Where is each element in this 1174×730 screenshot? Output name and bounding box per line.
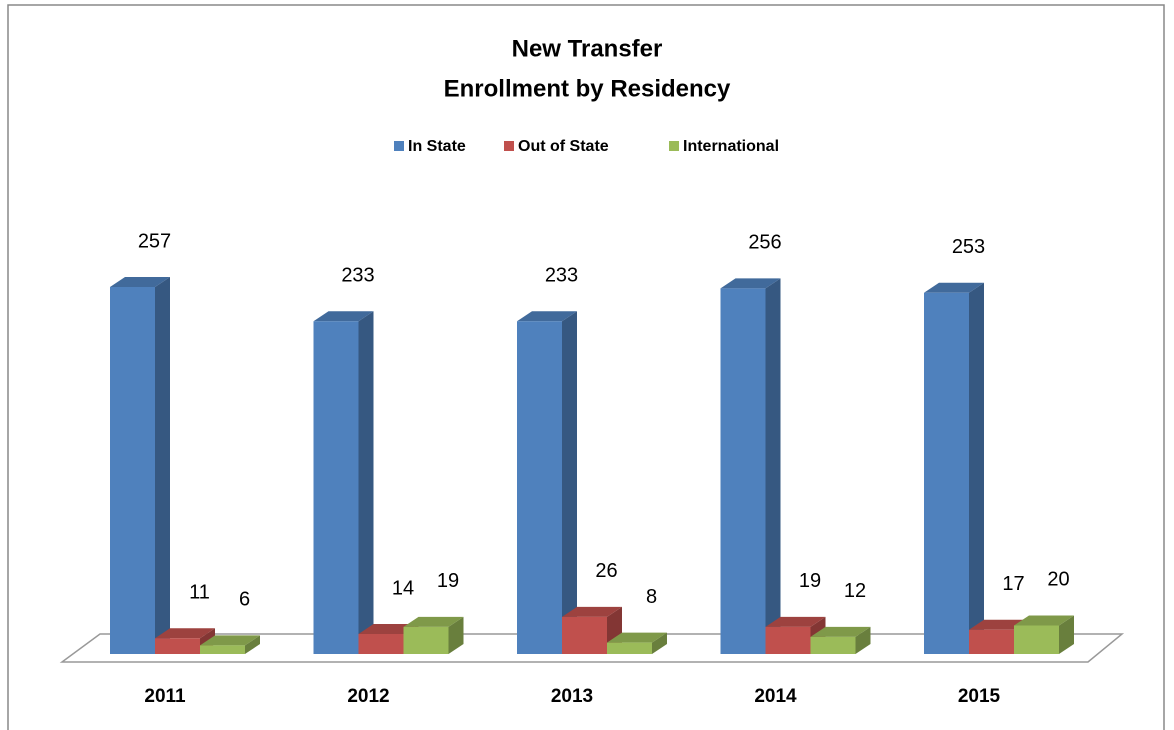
bar-face <box>245 635 260 654</box>
data-label: 233 <box>341 265 374 287</box>
bar <box>720 278 781 654</box>
x-tick-label: 2013 <box>551 686 593 707</box>
bar-face <box>313 321 359 654</box>
bar <box>403 616 464 654</box>
bar-face <box>810 636 856 654</box>
legend-label: International <box>683 138 779 155</box>
bar-face <box>969 282 984 654</box>
bar <box>607 632 667 654</box>
bar-face <box>1014 615 1074 626</box>
legend-swatch <box>504 141 514 151</box>
data-label: 11 <box>189 582 210 604</box>
bar-face <box>110 287 155 654</box>
data-label: 19 <box>437 570 459 592</box>
data-label: 26 <box>595 560 617 582</box>
data-label: 233 <box>545 265 578 287</box>
bar-face <box>517 311 577 322</box>
x-tick-label: 2015 <box>958 686 1001 707</box>
bar-face <box>607 632 667 643</box>
data-label: 257 <box>138 230 171 252</box>
data-label: 8 <box>646 586 657 608</box>
x-tick-label: 2012 <box>347 686 389 707</box>
chart-title: New Transfer <box>512 35 663 62</box>
legend-label: In State <box>408 138 466 155</box>
data-label: 256 <box>748 232 781 254</box>
bar-face <box>200 645 245 654</box>
bar-face <box>720 278 781 289</box>
bar-face <box>562 616 607 654</box>
bar <box>110 277 170 654</box>
bar-face <box>562 606 622 617</box>
bar-face <box>607 642 652 654</box>
data-label: 19 <box>799 570 821 592</box>
bar <box>810 626 871 654</box>
bar-face <box>855 626 871 654</box>
x-tick-label: 2011 <box>144 686 186 707</box>
bar-face <box>765 626 811 654</box>
bar-face <box>765 616 826 627</box>
data-label: 17 <box>1002 573 1024 595</box>
bar-face <box>765 278 781 654</box>
bar-face <box>810 626 871 637</box>
bar-face <box>1014 625 1059 654</box>
bar-face <box>110 277 170 287</box>
data-label: 14 <box>392 577 414 599</box>
legend-swatch <box>669 141 679 151</box>
bar <box>924 282 984 654</box>
chart-title: Enrollment by Residency <box>444 75 731 102</box>
bar-face <box>358 311 374 654</box>
x-tick-label: 2014 <box>754 686 797 707</box>
bar-face <box>517 321 562 654</box>
data-label: 12 <box>844 580 866 602</box>
bar-face <box>155 628 215 639</box>
bar-face <box>155 638 200 654</box>
bar-face <box>313 311 374 322</box>
bar <box>200 635 260 654</box>
chart-border <box>7 4 1165 730</box>
bar-face <box>924 292 969 654</box>
bar-face <box>200 635 260 646</box>
data-label: 20 <box>1047 569 1069 591</box>
data-label: 253 <box>952 236 985 258</box>
bar-face <box>155 277 170 654</box>
bar-face <box>448 616 464 654</box>
bar-face <box>403 626 449 654</box>
bar-face <box>403 616 464 627</box>
bar-face <box>720 288 766 654</box>
bar-face <box>358 634 404 654</box>
bar <box>517 311 577 654</box>
bar-face <box>652 632 667 654</box>
bar-face <box>969 629 1014 654</box>
bar-face <box>1059 615 1074 654</box>
bar <box>313 311 374 654</box>
bar-face <box>562 311 577 654</box>
legend-label: Out of State <box>518 138 609 155</box>
bar <box>1014 615 1074 654</box>
legend-swatch <box>394 141 404 151</box>
bar-face <box>924 282 984 293</box>
data-label: 6 <box>239 589 250 611</box>
